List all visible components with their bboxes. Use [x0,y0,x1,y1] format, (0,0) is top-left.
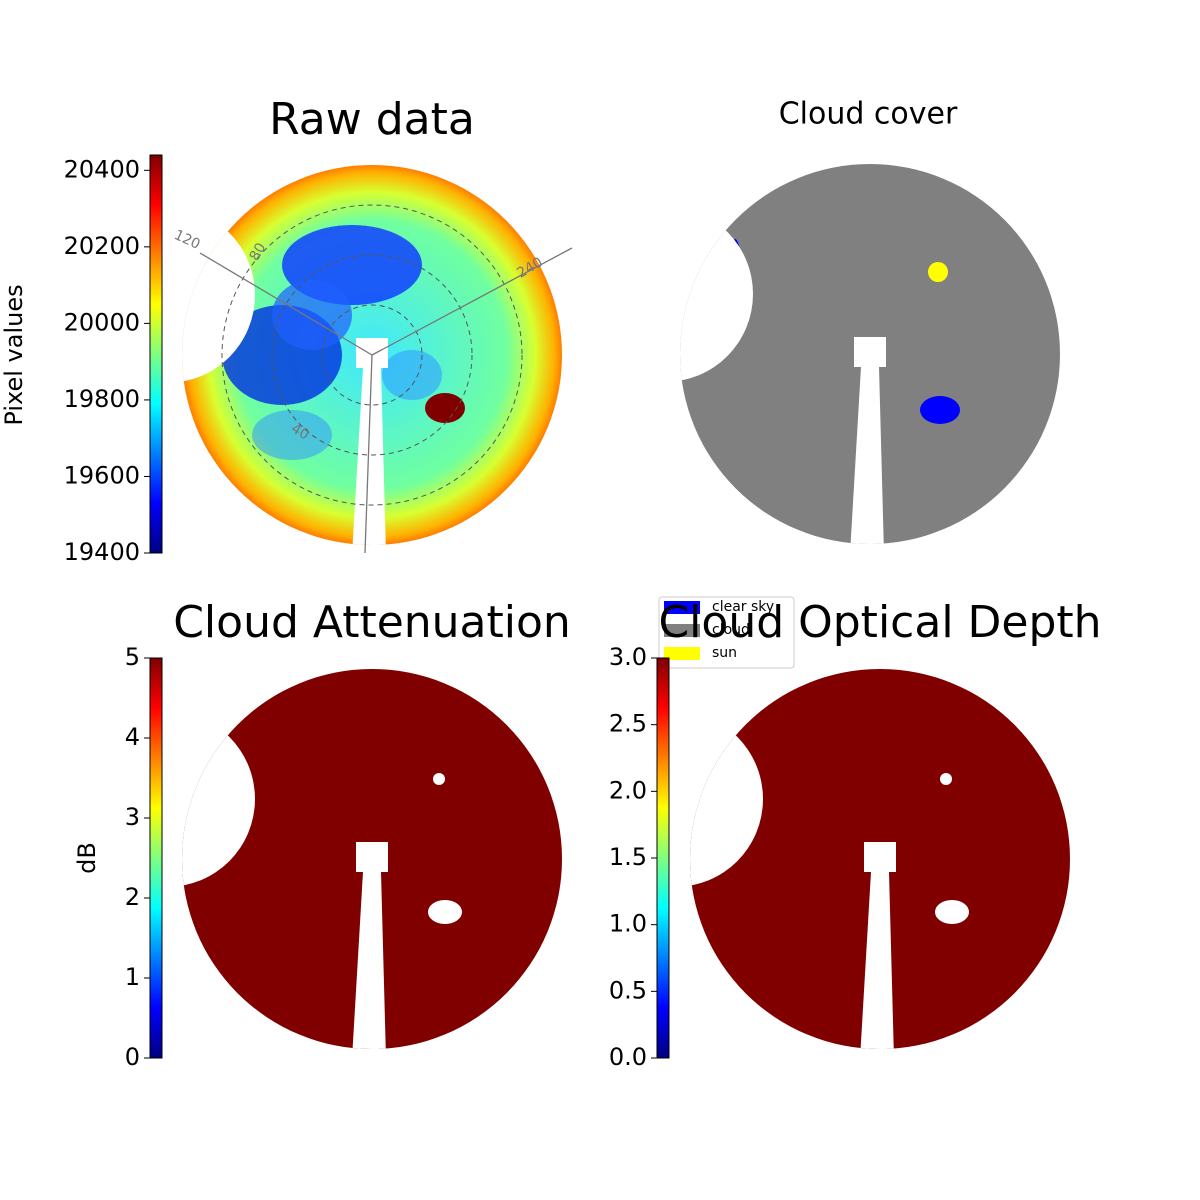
colorbar-tick-label: 19600 [64,461,140,489]
optical-depth-image [690,669,1070,1049]
colorbar-tick-label: 3.0 [609,643,647,671]
colorbar-tick-label: 4 [125,723,140,751]
colorbar [656,657,670,1059]
colorbar-tick-label: 1.0 [609,910,647,938]
colorbar-tick-label: 1.5 [609,843,647,871]
colorbar-tick-label: 19800 [64,385,140,413]
polar-label: 120 [172,227,203,253]
colorbar-tick-label: 3 [125,803,140,831]
cloud-cover-image [680,164,1060,544]
panel-title: Cloud Optical Depth [658,597,1101,648]
colorbar [149,657,163,1059]
polar-label: 80 [247,240,270,263]
legend-swatch [664,647,700,660]
colorbar-tick-label: 20200 [64,232,140,260]
colorbar-tick-label: 0.0 [609,1043,647,1071]
colorbar-label: Pixel values [0,284,28,425]
polar-label: 40 [288,421,311,444]
legend-swatch [664,624,700,637]
colorbar-tick-label: 20000 [64,308,140,336]
colorbar-tick-label: 19400 [64,538,140,566]
colorbar-tick-label: 0.5 [609,976,647,1004]
panel-title: Cloud cover [779,97,958,132]
colorbar-tick-label: 2 [125,883,140,911]
colorbar-tick-label: 5 [125,643,140,671]
panel-title: Raw data [269,94,475,145]
colorbar-tick-label: 0 [125,1043,140,1071]
colorbar-tick-label: 1 [125,963,140,991]
legend-swatch [664,601,700,614]
colorbar [149,154,163,554]
colorbar-label: dB [73,842,101,874]
panel-title: Cloud Attenuation [173,597,571,648]
colorbar-tick-label: 2.5 [609,710,647,738]
polar-lines [199,247,573,554]
legend-label: clear sky [712,599,774,615]
colorbar-tick-label: 20400 [64,155,140,183]
attenuation-image [182,669,562,1049]
colorbar-tick-label: 2.0 [609,776,647,804]
legend-label: cloud [712,622,750,638]
legend-label: sun [712,645,737,661]
